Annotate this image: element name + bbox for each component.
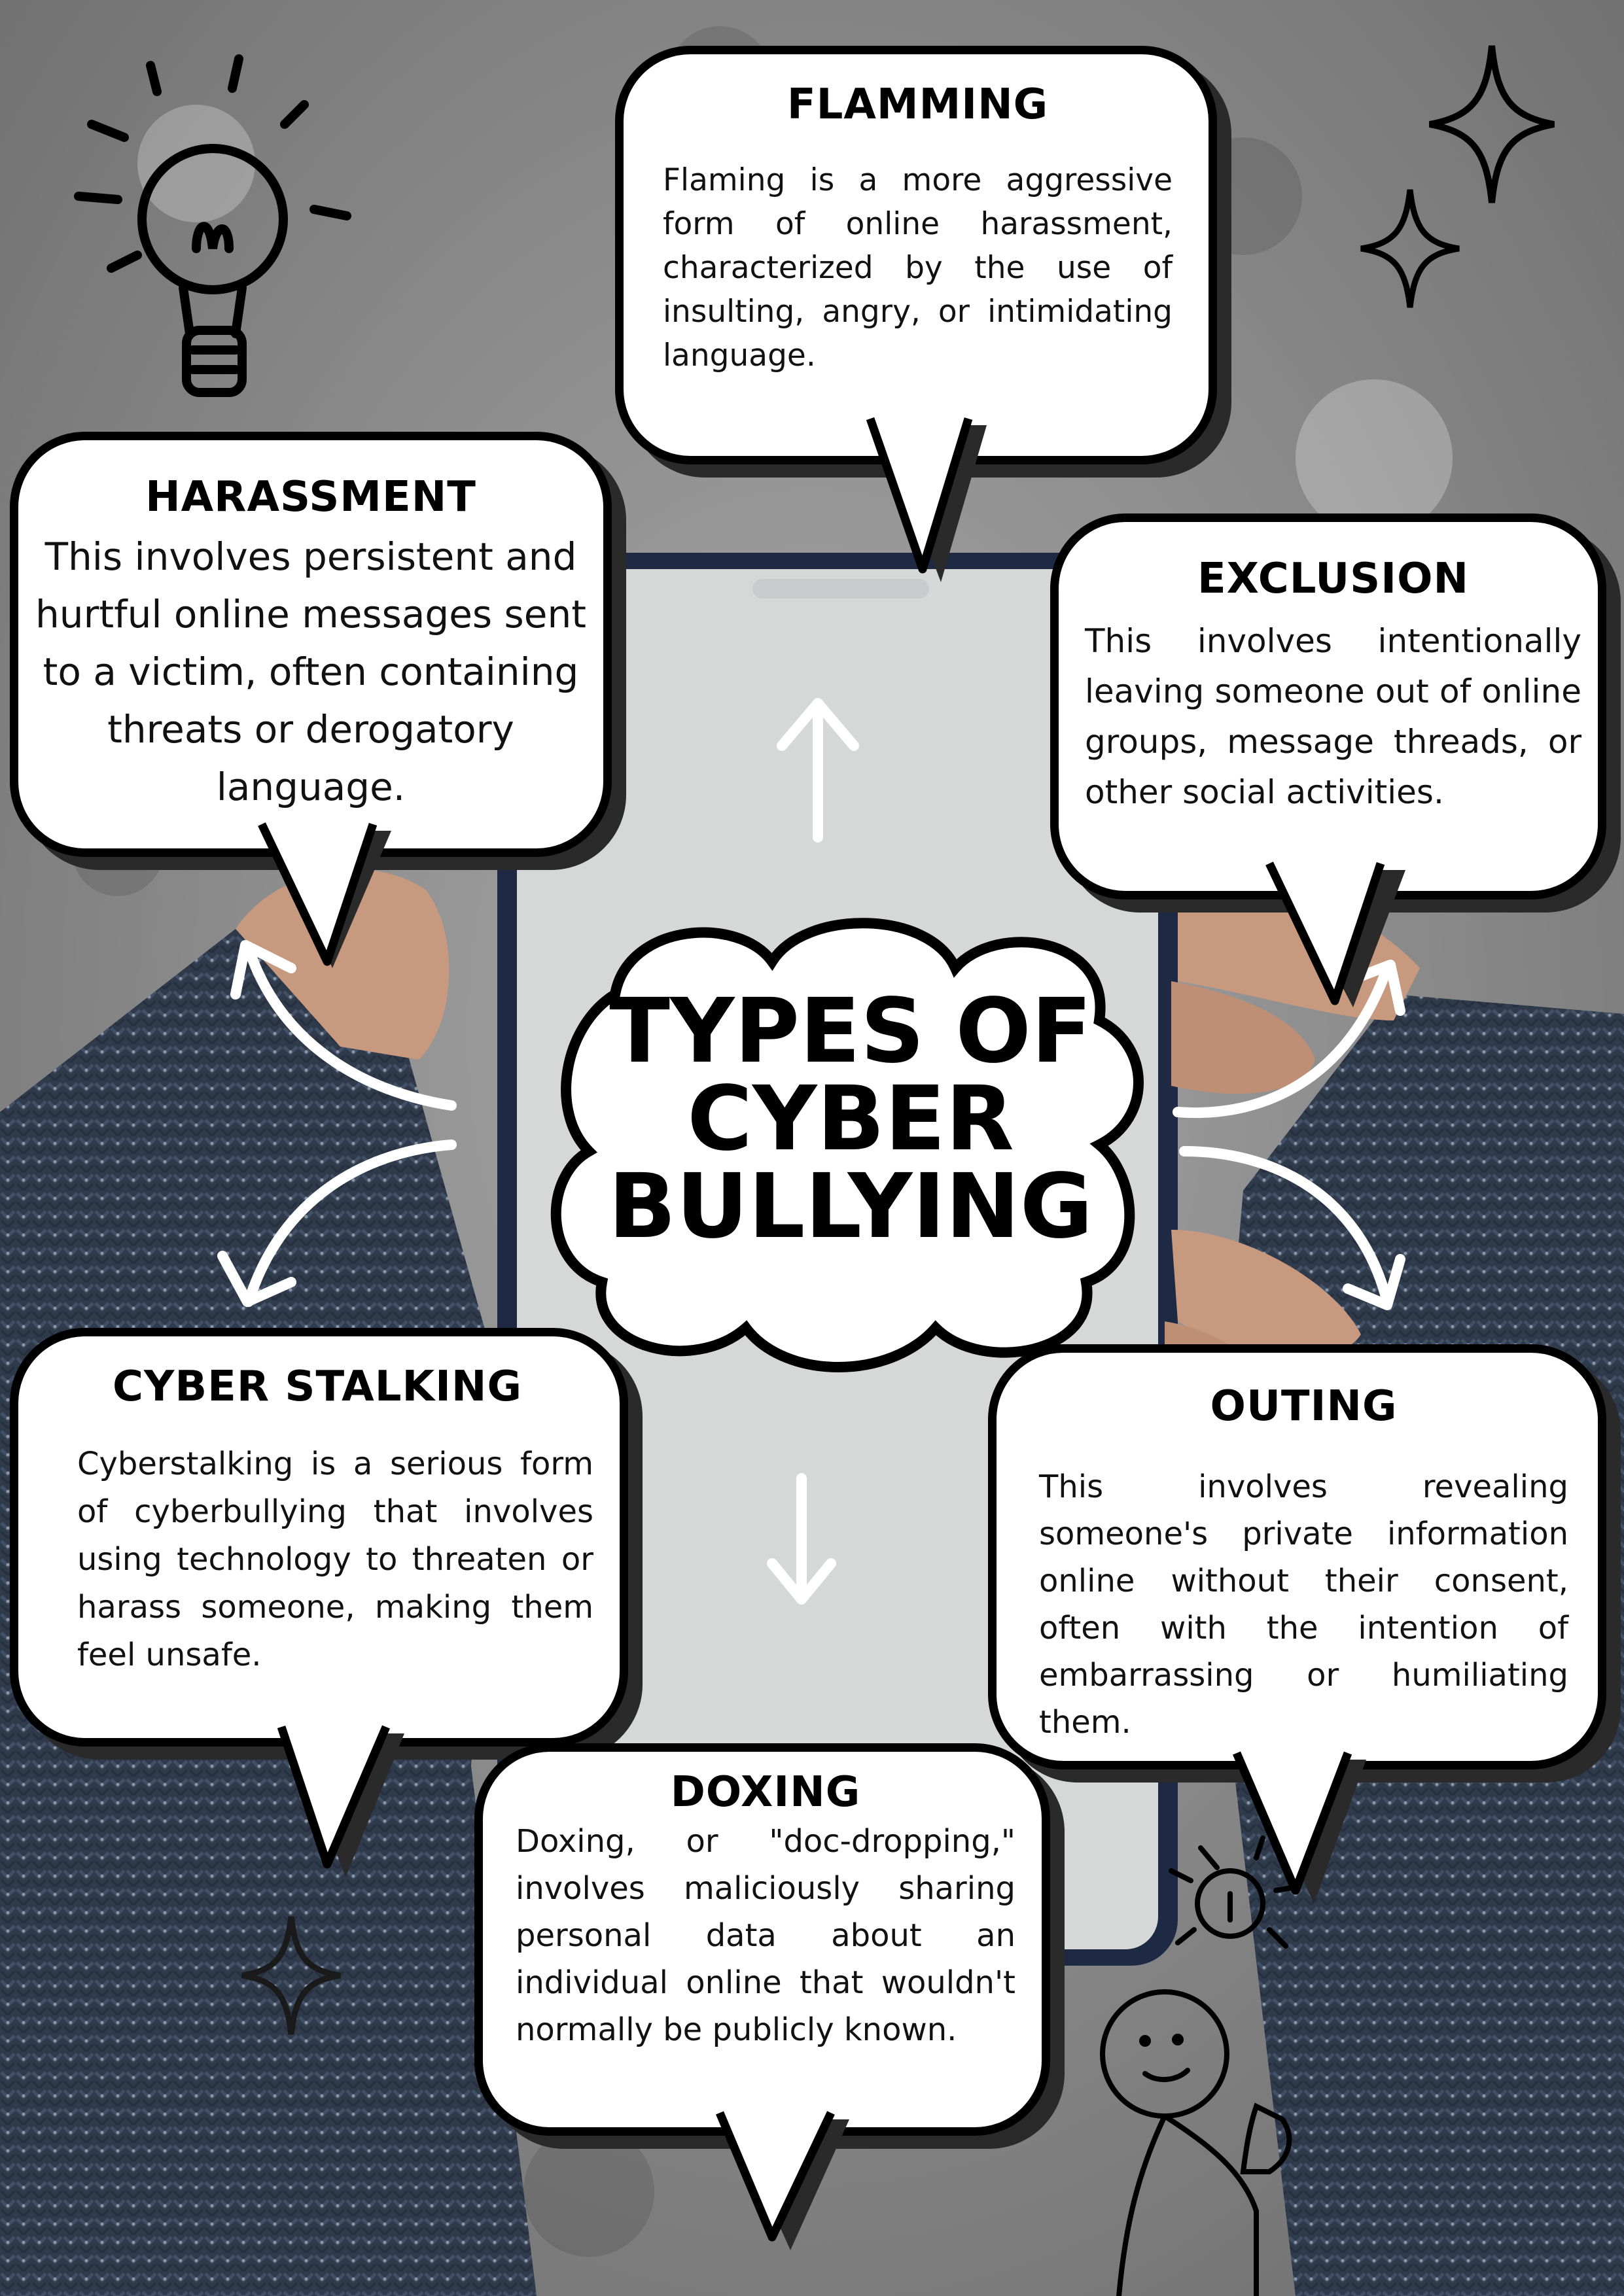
card-body: Flaming is a more aggressive form of onl… (663, 162, 1173, 374)
card-doxing: DOXING Doxing, or "doc-dropping," involv… (474, 1743, 1050, 2136)
card-body: This involves intentionally leaving some… (1085, 622, 1581, 811)
sparkle-icon (1429, 45, 1555, 203)
sparkle-icon (1360, 189, 1460, 308)
stick-figure-icon (1100, 1835, 1298, 2296)
bubble-tail (277, 1725, 404, 1877)
card-heading: OUTING (1210, 1382, 1398, 1431)
bubble-tail (866, 417, 987, 582)
sparkle-icon (241, 1916, 341, 2035)
bubble-tail (1265, 861, 1405, 1007)
card-body: Cyberstalking is a serious form of cyber… (77, 1446, 593, 1673)
card-outing: OUTING This involves revealing someone's… (988, 1344, 1606, 1769)
page-title: TYPES OF CYBER BULLYING (608, 980, 1093, 1259)
card-cyber-stalking: CYBER STALKING Cyberstalking is a seriou… (10, 1328, 628, 1747)
card-harassment: HARASSMENT This involves persistent and … (10, 432, 612, 857)
title-cloud (550, 918, 1144, 1372)
bubble-tail (258, 822, 391, 968)
card-body: This involves revealing someone's privat… (1039, 1469, 1568, 1741)
arrow-icon (217, 698, 1405, 1605)
card-body: Doxing, or "doc-dropping," involves mali… (516, 1823, 1015, 2048)
card-heading: DOXING (670, 1768, 861, 1817)
card-flamming: FLAMMING Flaming is a more aggressive fo… (615, 46, 1217, 464)
bubble-tail (716, 2111, 849, 2250)
card-heading: CYBER STALKING (113, 1363, 522, 1411)
card-body: This involves persistent and hurtful onl… (35, 534, 586, 809)
card-heading: HARASSMENT (145, 473, 476, 521)
card-exclusion: EXCLUSION This involves intentionally le… (1050, 513, 1606, 899)
lightbulb-icon (74, 54, 351, 397)
card-heading: EXCLUSION (1197, 555, 1470, 603)
bubble-tail (1233, 1751, 1366, 1904)
card-heading: FLAMMING (786, 80, 1049, 129)
